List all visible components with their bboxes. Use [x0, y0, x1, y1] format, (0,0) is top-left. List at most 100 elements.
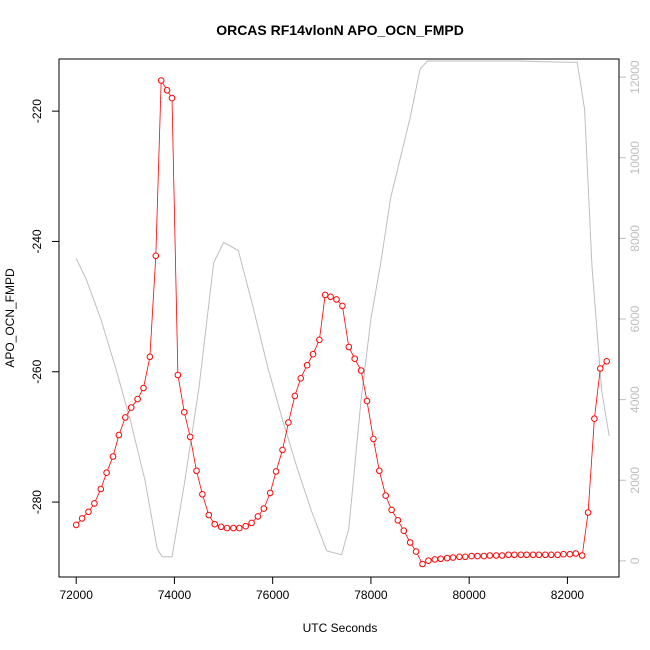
y2-tick-label: 6000 — [628, 305, 642, 332]
chart-title: ORCAS RF14vlonN APO_OCN_FMPD — [216, 22, 464, 38]
data-point — [152, 252, 160, 260]
data-point — [303, 361, 311, 369]
data-point — [498, 552, 506, 559]
y2-tick-label: 4000 — [628, 386, 642, 413]
y2-tick-label: 0 — [628, 557, 642, 564]
data-point — [474, 552, 481, 560]
data-point — [103, 469, 110, 477]
data-point — [492, 552, 500, 559]
data-point — [339, 302, 346, 310]
data-point — [425, 557, 432, 565]
data-point — [431, 556, 439, 563]
data-point — [260, 505, 268, 512]
data-point — [345, 343, 353, 351]
plot-frame — [58, 58, 620, 578]
data-point — [591, 415, 598, 423]
data-point — [419, 560, 426, 568]
data-point — [437, 555, 445, 563]
data-point — [461, 553, 469, 561]
data-point — [181, 408, 188, 416]
x-tick-label: 80000 — [452, 588, 486, 602]
y-tick-label: -260 — [30, 359, 44, 383]
data-point — [254, 513, 262, 520]
data-point — [134, 395, 141, 403]
data-point — [529, 551, 537, 559]
data-point — [523, 551, 530, 559]
data-point — [560, 550, 567, 558]
data-point — [297, 375, 305, 382]
data-point — [376, 467, 383, 475]
y-axis-label: APO_OCN_FMPD — [3, 268, 17, 368]
y2-tick-label: 8000 — [628, 225, 642, 252]
data-point — [505, 551, 512, 559]
data-point — [316, 336, 323, 344]
data-point — [382, 492, 390, 499]
data-point — [146, 353, 154, 361]
data-point — [78, 515, 86, 522]
data-point — [542, 551, 549, 559]
data-point — [157, 77, 165, 84]
data-point — [578, 552, 586, 559]
secondary-series-line — [75, 60, 610, 558]
x-tick-label: 78000 — [354, 588, 388, 602]
data-point — [109, 453, 117, 460]
data-point — [363, 397, 371, 405]
y2-tick-label: 2000 — [628, 467, 642, 494]
data-point — [517, 551, 525, 559]
data-point — [400, 527, 408, 535]
data-point — [205, 511, 213, 519]
data-point — [140, 384, 147, 392]
data-point — [597, 365, 604, 372]
data-point — [122, 414, 129, 421]
data-point — [535, 551, 543, 559]
x-tick-label: 74000 — [158, 588, 192, 602]
secondary-series-layer — [75, 60, 610, 558]
y2-tick-label: 10000 — [628, 141, 642, 175]
data-point — [272, 468, 280, 475]
y-tick-label: -240 — [30, 229, 44, 253]
data-point — [351, 355, 359, 363]
data-point — [236, 524, 243, 532]
data-point — [115, 431, 123, 439]
y-tick-label: -220 — [30, 99, 44, 123]
data-point — [406, 539, 414, 546]
data-point — [370, 435, 377, 443]
data-point — [285, 419, 292, 426]
data-point — [248, 519, 255, 527]
x-tick-label: 82000 — [551, 588, 585, 602]
data-point — [394, 517, 402, 524]
axes-layer: 72000 74000 76000 78000 80000 82000-280-260-2… — [30, 60, 642, 602]
data-point — [266, 489, 274, 497]
x-tick-label: 72000 — [60, 588, 94, 602]
data-point — [486, 552, 494, 559]
data-point — [279, 446, 286, 454]
data-point — [554, 551, 561, 559]
data-point — [443, 554, 451, 562]
x-tick-label: 76000 — [256, 588, 290, 602]
data-point — [211, 520, 218, 528]
data-point — [480, 552, 488, 560]
y2-tick-label: 12000 — [628, 60, 642, 94]
data-point — [449, 554, 457, 561]
data-point — [199, 491, 206, 498]
x-axis-label: UTC Seconds — [303, 621, 378, 635]
data-point — [603, 358, 611, 365]
data-point — [291, 392, 299, 400]
data-point — [230, 524, 237, 532]
data-point — [186, 433, 194, 441]
data-point — [309, 350, 317, 358]
data-point — [72, 521, 80, 529]
data-point — [456, 553, 463, 561]
data-point — [163, 87, 171, 94]
data-point — [566, 550, 574, 558]
data-point — [412, 548, 420, 555]
data-point — [572, 550, 580, 557]
data-point — [584, 509, 592, 516]
data-point — [357, 367, 365, 374]
data-point — [97, 485, 105, 493]
data-point — [223, 524, 231, 532]
data-point — [217, 523, 225, 531]
data-point — [388, 506, 395, 514]
data-point — [242, 522, 249, 530]
